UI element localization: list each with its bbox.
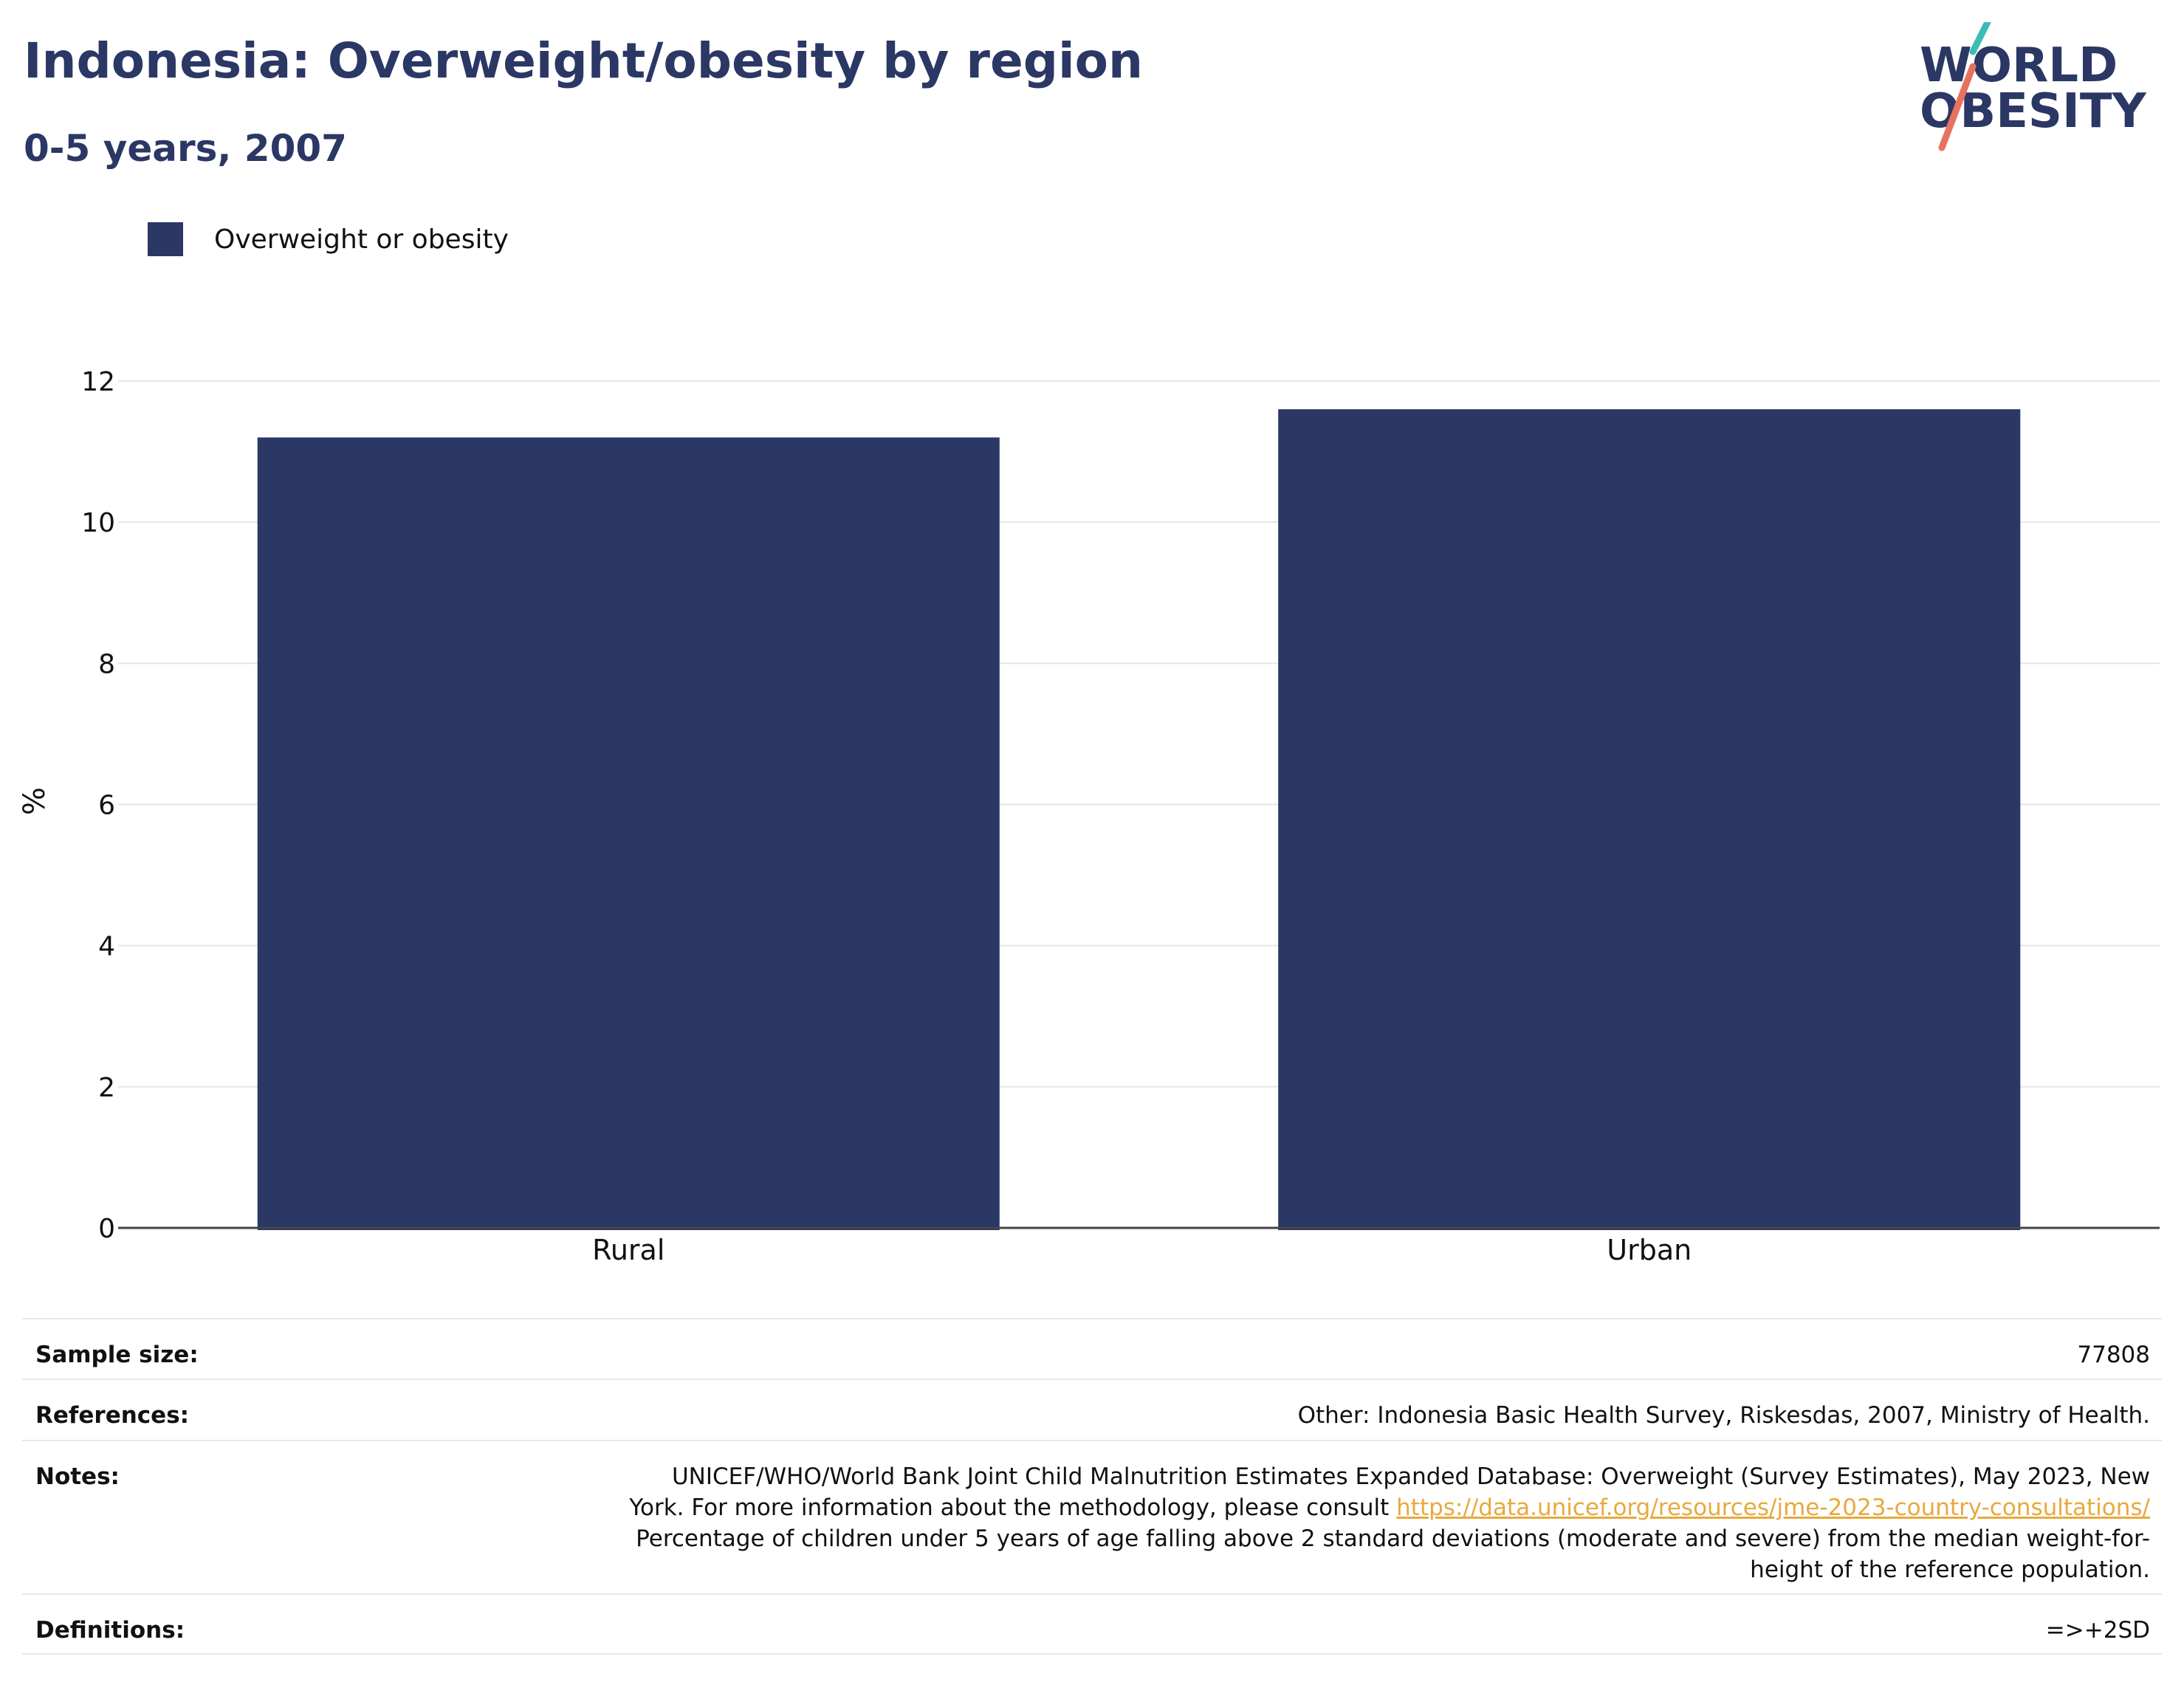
y-axis-label: % <box>18 787 52 815</box>
sample-size-value: 77808 <box>2077 1342 2150 1368</box>
references-label: References: <box>35 1402 190 1429</box>
x-tick-label: Urban <box>1607 1234 1692 1266</box>
metadata-table: Sample size: 77808 References: Other: In… <box>22 1318 2162 1655</box>
y-tick-label: 6 <box>98 791 115 821</box>
references-value: Other: Indonesia Basic Health Survey, Ri… <box>1297 1402 2150 1429</box>
bar-chart: 0 2 4 6 8 10 12 Rural Urban% <box>18 367 2160 1266</box>
legend-swatch-overweight <box>148 222 183 256</box>
notes-label: Notes: <box>35 1463 120 1490</box>
definitions-label: Definitions: <box>35 1617 185 1644</box>
logo-slash-icon <box>1938 22 1991 151</box>
y-tick-label: 2 <box>98 1073 115 1103</box>
notes-line-3: Percentage of children under 5 years of … <box>636 1525 2150 1552</box>
definitions-row: Definitions: =>+2SD <box>22 1593 2162 1655</box>
notes-line-4: height of the reference population. <box>1750 1556 2150 1583</box>
notes-line-2-text: York. For more information about the met… <box>629 1494 1397 1521</box>
chart-title: Indonesia: Overweight/obesity by region <box>24 32 1143 89</box>
references-row: References: Other: Indonesia Basic Healt… <box>22 1379 2162 1440</box>
legend-label-overweight: Overweight or obesity <box>214 224 509 255</box>
x-tick-label: Rural <box>592 1234 665 1266</box>
logo-text-world: WORLD <box>1920 38 2118 93</box>
bar-urban <box>1278 409 2021 1230</box>
y-tick-label: 4 <box>98 932 115 962</box>
y-tick-label: 10 <box>81 508 115 538</box>
y-tick-label: 8 <box>98 649 115 679</box>
notes-line-1: UNICEF/WHO/World Bank Joint Child Malnut… <box>671 1463 2150 1490</box>
world-obesity-logo: WORLD OBESITY <box>1920 22 2163 155</box>
chart-subtitle: 0-5 years, 2007 <box>24 127 347 170</box>
sample-size-row: Sample size: 77808 <box>22 1318 2162 1379</box>
y-tick-label: 0 <box>98 1214 115 1244</box>
sample-size-label: Sample size: <box>35 1342 199 1368</box>
y-tick-label: 12 <box>81 367 115 397</box>
bar-rural <box>257 437 1000 1230</box>
notes-line-2: York. For more information about the met… <box>629 1492 2150 1523</box>
notes-row: Notes: UNICEF/WHO/World Bank Joint Child… <box>22 1440 2162 1593</box>
methodology-link[interactable]: https://data.unicef.org/resources/jme-20… <box>1396 1494 2150 1521</box>
chart-legend: Overweight or obesity <box>148 222 509 257</box>
notes-value: UNICEF/WHO/World Bank Joint Child Malnut… <box>629 1461 2150 1593</box>
definitions-value: =>+2SD <box>2045 1617 2150 1644</box>
